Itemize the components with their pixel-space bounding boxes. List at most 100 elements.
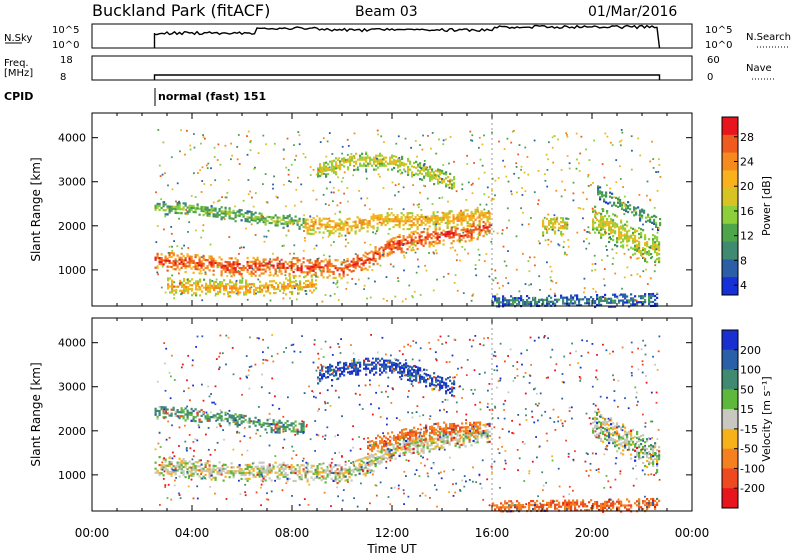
data-cell <box>386 216 389 219</box>
data-cell <box>252 272 255 275</box>
data-cell <box>222 467 225 470</box>
data-cell <box>236 470 239 473</box>
data-cell <box>312 223 315 226</box>
data-cell <box>602 215 605 219</box>
data-cell <box>610 238 613 241</box>
data-cell <box>602 295 605 299</box>
data-cell <box>287 279 290 282</box>
data-cell <box>236 259 239 262</box>
data-cell <box>246 256 249 260</box>
data-cell <box>452 234 455 237</box>
data-cell <box>198 213 201 216</box>
data-cell <box>600 220 603 223</box>
data-cell <box>328 132 331 134</box>
data-cell <box>296 283 299 286</box>
data-cell <box>467 252 469 255</box>
data-cell <box>297 292 300 295</box>
data-cell <box>245 285 248 288</box>
data-cell <box>324 471 327 474</box>
data-cell <box>418 224 421 227</box>
data-cell <box>184 212 187 215</box>
data-cell <box>173 289 176 292</box>
data-cell <box>222 419 225 422</box>
data-cell <box>350 479 353 482</box>
data-cell <box>181 285 184 288</box>
data-cell <box>547 213 550 216</box>
data-cell <box>338 222 341 225</box>
data-cell <box>263 294 266 297</box>
data-cell <box>284 268 287 271</box>
data-cell <box>232 470 235 473</box>
data-cell <box>174 465 177 468</box>
data-cell <box>316 265 319 269</box>
data-cell <box>306 480 309 483</box>
data-cell <box>429 439 432 442</box>
data-cell <box>210 478 213 481</box>
data-cell <box>650 247 653 250</box>
data-cell <box>222 210 225 213</box>
data-cell <box>166 213 169 216</box>
data-cell <box>361 158 364 161</box>
data-cell <box>586 300 589 303</box>
data-cell <box>214 179 217 182</box>
data-cell <box>428 219 431 222</box>
data-cell <box>236 415 239 418</box>
data-cell <box>454 430 457 433</box>
data-cell <box>411 165 414 168</box>
data-cell <box>180 463 183 466</box>
data-cell <box>396 246 399 249</box>
data-cell <box>456 213 459 216</box>
data-cell <box>314 265 317 268</box>
data-cell <box>176 469 179 472</box>
data-cell <box>415 430 418 433</box>
data-cell <box>643 209 646 212</box>
data-cell <box>611 263 614 265</box>
data-cell <box>446 224 449 227</box>
data-cell <box>306 226 309 229</box>
data-cell <box>370 225 373 228</box>
data-cell <box>428 225 431 228</box>
data-cell <box>594 215 597 218</box>
data-cell <box>388 251 391 254</box>
data-cell <box>184 265 187 268</box>
data-cell <box>213 156 216 158</box>
data-cell <box>459 259 461 262</box>
data-cell <box>430 448 433 451</box>
data-cell <box>264 258 267 261</box>
data-cell <box>228 422 231 425</box>
data-cell <box>205 286 208 289</box>
data-cell <box>491 197 494 200</box>
data-cell <box>598 231 601 234</box>
data-cell <box>343 192 345 195</box>
data-cell <box>447 427 450 430</box>
data-cell <box>407 159 410 163</box>
data-cell <box>346 159 348 162</box>
data-cell <box>379 440 382 443</box>
data-cell <box>374 217 377 220</box>
data-cell <box>241 281 244 284</box>
data-cell <box>429 425 432 428</box>
data-cell <box>224 210 227 213</box>
data-cell <box>235 285 238 288</box>
data-cell <box>413 426 416 429</box>
data-cell <box>644 236 647 239</box>
data-cell <box>321 172 324 175</box>
data-cell <box>262 219 265 222</box>
data-cell <box>638 240 641 244</box>
data-cell <box>227 295 230 298</box>
data-cell <box>631 211 634 214</box>
data-cell <box>620 225 623 228</box>
data-cell <box>469 228 472 231</box>
data-cell <box>486 186 489 189</box>
data-cell <box>322 268 325 271</box>
data-cell <box>422 217 425 220</box>
data-cell <box>412 242 415 244</box>
data-cell <box>413 173 416 177</box>
data-cell <box>411 175 414 178</box>
data-cell <box>498 140 500 143</box>
data-cell <box>456 253 459 256</box>
data-cell <box>218 469 221 472</box>
data-cell <box>327 235 330 238</box>
data-cell <box>232 269 235 272</box>
data-cell <box>286 479 289 482</box>
